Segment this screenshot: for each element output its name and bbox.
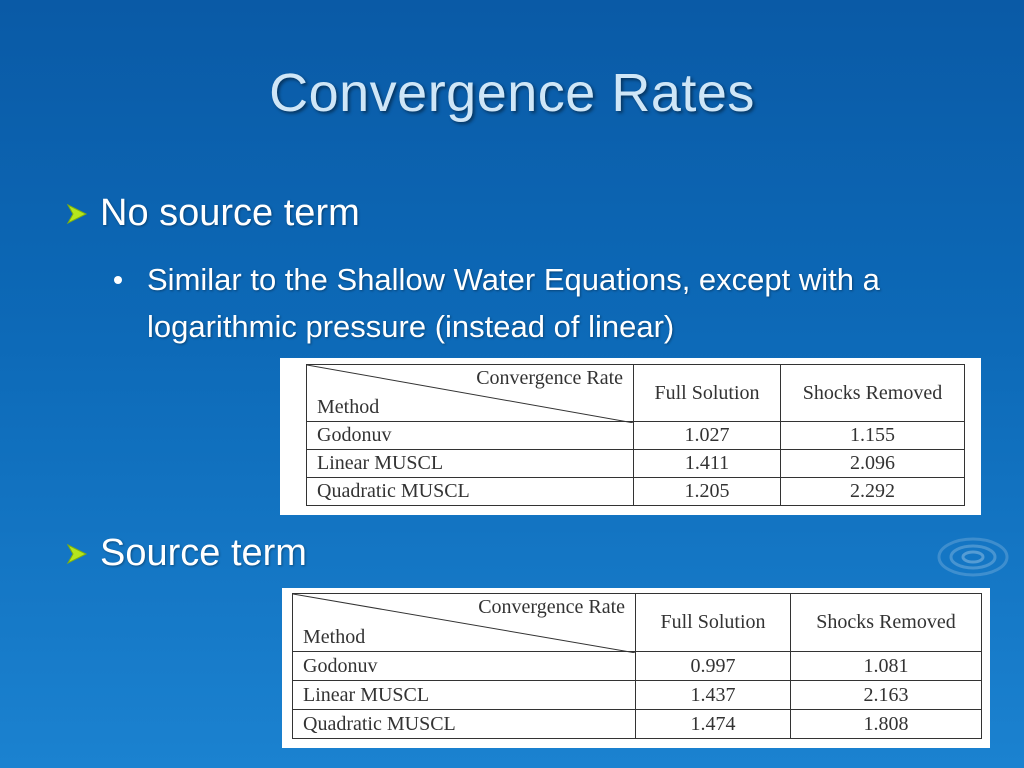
column-header: Shocks Removed <box>790 593 982 652</box>
table-1-panel: Convergence Rate Method Full Solution Sh… <box>280 358 981 515</box>
corner-bottom-label: Method <box>303 626 366 648</box>
arrow-bullet-icon <box>66 543 88 565</box>
table-row: Quadratic MUSCL 1.205 2.292 <box>306 477 965 506</box>
shocks-removed-cell: 2.292 <box>780 477 965 506</box>
convergence-table-no-source: Convergence Rate Method Full Solution Sh… <box>306 364 965 506</box>
method-cell: Godonuv <box>292 651 636 681</box>
diagonal-line <box>293 594 636 653</box>
shocks-removed-cell: 1.155 <box>780 421 965 450</box>
table-row: Godonuv 0.997 1.081 <box>292 651 982 681</box>
full-solution-cell: 1.474 <box>635 709 791 739</box>
corner-top-label: Convergence Rate <box>476 367 623 389</box>
full-solution-cell: 1.411 <box>633 449 781 478</box>
full-solution-cell: 1.437 <box>635 680 791 710</box>
column-header: Full Solution <box>635 593 791 652</box>
full-solution-cell: 1.205 <box>633 477 781 506</box>
corner-top-label: Convergence Rate <box>478 596 625 618</box>
table-row: Quadratic MUSCL 1.474 1.808 <box>292 709 982 739</box>
full-solution-cell: 0.997 <box>635 651 791 681</box>
bullet-text: Source term <box>100 532 307 574</box>
dot-bullet-icon <box>114 276 122 284</box>
table-2-panel: Convergence Rate Method Full Solution Sh… <box>282 588 990 748</box>
column-header: Shocks Removed <box>780 364 965 422</box>
table-row: Linear MUSCL 1.411 2.096 <box>306 449 965 478</box>
convergence-table-source: Convergence Rate Method Full Solution Sh… <box>292 593 982 739</box>
shocks-removed-cell: 1.081 <box>790 651 982 681</box>
method-cell: Linear MUSCL <box>292 680 636 710</box>
sub-bullet-text: Similar to the Shallow Water Equations, … <box>147 262 880 344</box>
table-row: Godonuv 1.027 1.155 <box>306 421 965 450</box>
arrow-bullet-icon <box>66 203 88 225</box>
column-header: Full Solution <box>633 364 781 422</box>
table-row: Linear MUSCL 1.437 2.163 <box>292 680 982 710</box>
water-ripple-icon <box>937 537 1009 577</box>
method-cell: Linear MUSCL <box>306 449 634 478</box>
table-corner-cell: Convergence Rate Method <box>306 364 634 423</box>
corner-bottom-label: Method <box>317 396 380 418</box>
shocks-removed-cell: 2.096 <box>780 449 965 478</box>
method-cell: Quadratic MUSCL <box>306 477 634 506</box>
full-solution-cell: 1.027 <box>633 421 781 450</box>
shocks-removed-cell: 1.808 <box>790 709 982 739</box>
shocks-removed-cell: 2.163 <box>790 680 982 710</box>
diagonal-line <box>307 365 634 423</box>
table-corner-cell: Convergence Rate Method <box>292 593 636 653</box>
method-cell: Godonuv <box>306 421 634 450</box>
slide-title: Convergence Rates <box>269 63 755 123</box>
bullet-text: No source term <box>100 192 360 234</box>
method-cell: Quadratic MUSCL <box>292 709 636 739</box>
